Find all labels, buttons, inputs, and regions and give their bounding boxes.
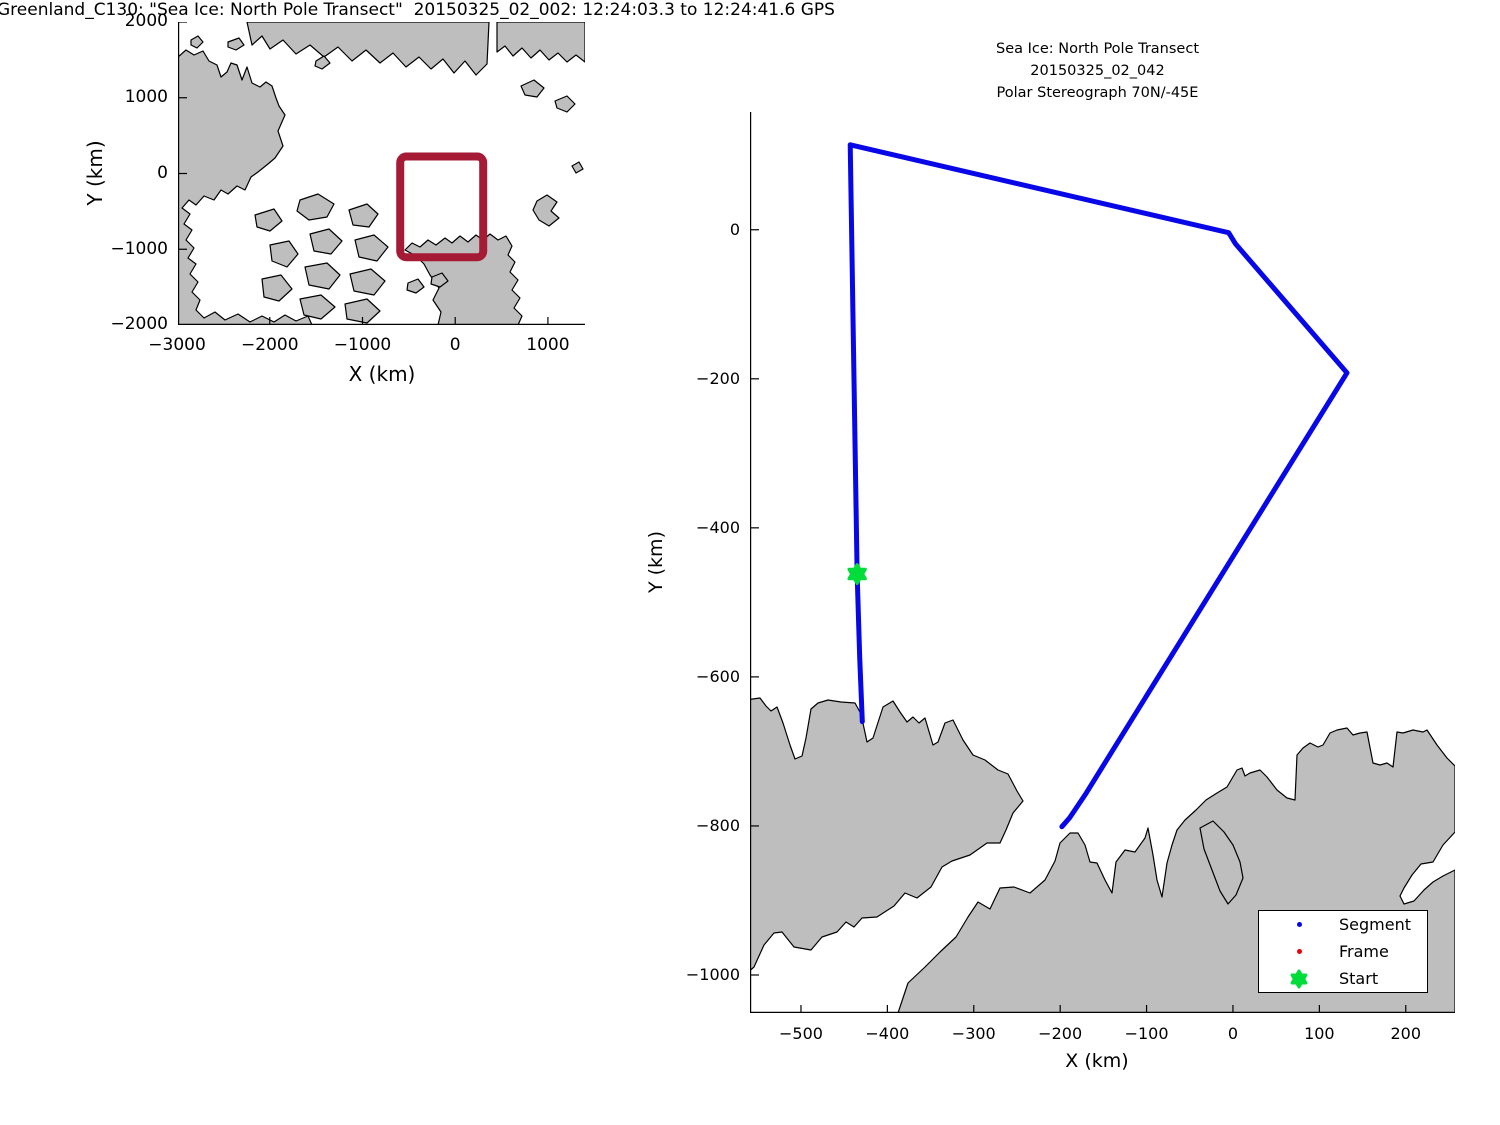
arctic-overview-y-tick-label: 1000: [124, 87, 168, 108]
arctic-overview-coastline: [404, 233, 523, 325]
flight-track-x-tick-label: −500: [778, 1024, 823, 1043]
flight-track-y-tick-label: −400: [696, 517, 740, 537]
arctic-overview-coastline: [571, 161, 584, 174]
flight-x-axis-label: X (km): [1065, 1050, 1129, 1072]
arctic-overview-coastline: [299, 294, 336, 320]
arctic-overview-coastline: [354, 234, 389, 262]
arctic-overview-coastline: [406, 278, 425, 294]
overview-map-plot: [178, 22, 585, 325]
arctic-overview-coastline: [309, 228, 343, 255]
flight-plot-title-line2: 20150325_02_042: [1030, 63, 1165, 79]
arctic-overview-coastline: [430, 272, 449, 288]
arctic-overview-coastline: [344, 298, 381, 324]
flight-track-coastline: [1199, 820, 1244, 905]
flight-track-x-tick-label: −300: [951, 1024, 996, 1043]
arctic-overview-coastline: [261, 274, 293, 302]
flight-track-x-tick-label: −200: [1038, 1024, 1083, 1043]
overview-x-axis-label: X (km): [348, 362, 416, 386]
flight-track-axes: [750, 112, 1455, 1013]
legend-item-label: Start: [1339, 969, 1379, 988]
arctic-overview-y-tick-label: −1000: [110, 238, 168, 259]
legend-item-start: Start: [1259, 966, 1427, 992]
arctic-overview-coastline: [227, 37, 245, 51]
legend-item-label: Frame: [1339, 942, 1389, 961]
flight-track-line: [847, 142, 1350, 830]
arctic-overview-landmasses: [178, 22, 585, 325]
arctic-overview-coastline: [348, 203, 379, 228]
flight-track-coastline: [750, 697, 1024, 972]
flight-plot-title-line3: Polar Stereograph 70N/-45E: [996, 85, 1199, 101]
flight-track-x-tick-label: 200: [1390, 1024, 1422, 1043]
arctic-overview-axes: [178, 22, 585, 325]
arctic-overview-coastline: [520, 79, 545, 98]
arctic-overview-coastline: [246, 22, 490, 76]
flight-track-y-tick-label: −1000: [685, 965, 740, 985]
arctic-overview-x-tick-label: −2000: [241, 335, 299, 355]
flight-track-plot: [750, 112, 1455, 1013]
arctic-overview-coastline: [254, 208, 283, 232]
arctic-overview-coastline: [190, 35, 204, 49]
arctic-overview-x-tick-label: 1000: [526, 335, 570, 355]
flight-track-x-tick-label: −400: [865, 1024, 910, 1043]
flight-track-y-tick-label: 0: [729, 219, 740, 239]
arctic-overview-coastline: [314, 55, 331, 70]
flight-track-x-tick-label: 0: [1227, 1024, 1239, 1043]
roi-rectangle: [396, 152, 488, 262]
flight-track-x-tick-label: −100: [1124, 1024, 1169, 1043]
arctic-overview-coastline: [496, 22, 585, 63]
arctic-overview-coastline: [178, 49, 313, 325]
arctic-overview-x-tick-label: 0: [449, 335, 461, 355]
flight-plot-title-line1: Sea Ice: North Pole Transect: [996, 41, 1199, 57]
legend: Segment Frame Start: [1258, 910, 1428, 993]
arctic-overview-coastline: [554, 95, 576, 113]
legend-hexagram-icon: [1290, 969, 1308, 988]
arctic-overview-x-tick-label: −3000: [148, 335, 206, 355]
arctic-overview-coastline: [532, 194, 560, 227]
flight-track-y-tick-label: −200: [696, 368, 740, 388]
segment-marker-icon: [1259, 922, 1339, 927]
arctic-overview-coastline: [296, 193, 335, 221]
legend-item-frame: Frame: [1259, 939, 1427, 965]
arctic-overview-y-tick-label: 0: [157, 162, 168, 183]
start-marker: [847, 563, 867, 586]
flight-track-y-tick-label: −800: [696, 816, 740, 836]
legend-item-label: Segment: [1339, 915, 1411, 934]
figure-title: Greenland_C130: "Sea Ice: North Pole Tra…: [0, 0, 835, 20]
flight-plot-title: Sea Ice: North Pole Transect 20150325_02…: [938, 38, 1258, 104]
arctic-overview-coastline: [304, 262, 341, 290]
flight-track-y-tick-label: −600: [696, 666, 740, 686]
arctic-overview-coastline: [269, 240, 299, 268]
arctic-overview-y-tick-label: 2000: [124, 11, 168, 32]
arctic-overview-coastline: [349, 268, 386, 296]
frame-marker-icon: [1259, 949, 1339, 954]
arctic-overview-y-tick-label: −2000: [110, 314, 168, 335]
flight-track-x-tick-label: 100: [1304, 1024, 1335, 1043]
legend-item-segment: Segment: [1259, 912, 1427, 938]
arctic-overview-x-tick-label: −1000: [333, 335, 392, 355]
